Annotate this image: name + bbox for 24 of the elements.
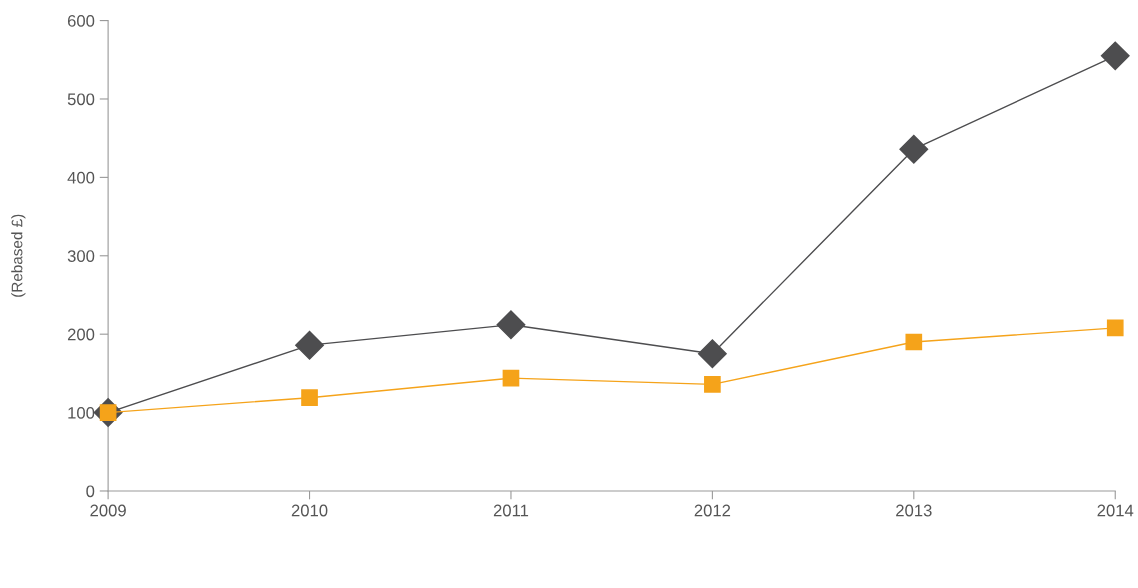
point <box>697 339 727 369</box>
y-tick-label: 100 <box>68 406 95 419</box>
point <box>905 333 923 351</box>
y-tick-label: 300 <box>67 250 95 262</box>
x-tick-label: 2012 <box>694 504 731 517</box>
point <box>301 389 318 407</box>
x-tick-label: 2009 <box>90 504 126 517</box>
point <box>704 376 721 393</box>
x-tick-label: 2011 <box>493 504 529 517</box>
y-axis-title: (Rebased £) <box>11 214 26 297</box>
x-tick-label: 2010 <box>291 504 328 517</box>
y-tick-label: 600 <box>67 14 95 27</box>
point <box>899 134 929 164</box>
point <box>1100 41 1130 71</box>
y-tick-label: 0 <box>86 485 95 498</box>
point <box>1106 319 1124 337</box>
point <box>295 330 324 360</box>
point <box>496 310 526 340</box>
x-tick-label: 2014 <box>1097 504 1134 517</box>
x-tick-label: 2013 <box>896 504 932 517</box>
y-tick-label: 500 <box>67 93 95 106</box>
point <box>502 369 520 387</box>
y-tick-label: 400 <box>67 171 95 184</box>
y-tick-label: 200 <box>67 328 95 341</box>
